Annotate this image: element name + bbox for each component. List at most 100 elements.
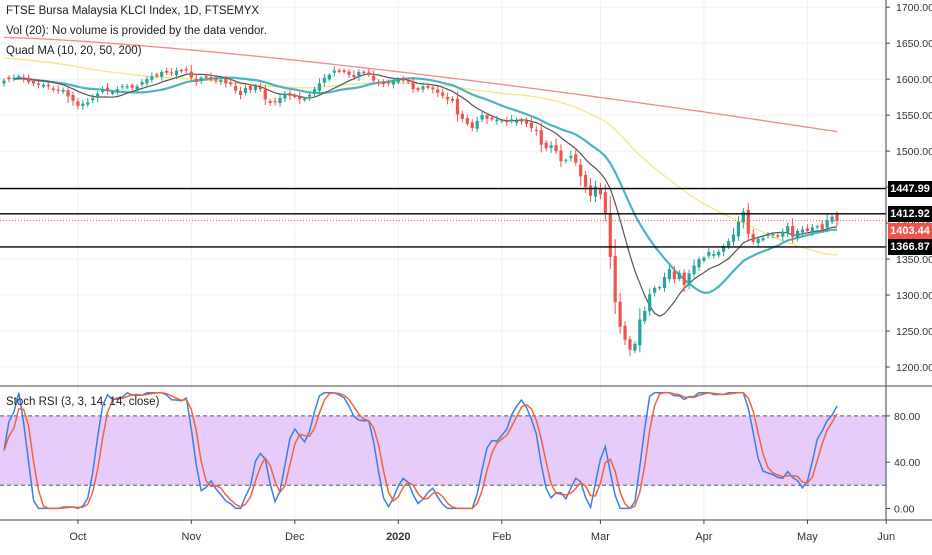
candle-body: [692, 265, 696, 275]
candle-body: [751, 234, 755, 242]
candle-body: [194, 78, 198, 83]
candle-body: [450, 98, 455, 101]
candle-body: [411, 81, 415, 90]
candle-body: [480, 115, 484, 120]
price-tick-label: 1600.00: [896, 74, 932, 86]
candle-body: [815, 225, 819, 228]
candle-body: [800, 229, 805, 233]
chart-title[interactable]: FTSE Bursa Malaysia KLCI Index, 1D, FTSE…: [6, 5, 260, 17]
candle-body: [303, 98, 307, 101]
candle-body: [416, 88, 420, 90]
candle-body: [682, 272, 686, 285]
candle-body: [608, 213, 612, 257]
candle-body: [603, 192, 607, 214]
candle-body: [268, 101, 272, 103]
candle-body: [722, 246, 726, 252]
candle-body: [337, 70, 341, 72]
candle-body: [529, 122, 534, 129]
candle-body: [41, 84, 46, 87]
level-tag-1447[interactable]: 1447.99: [888, 180, 932, 197]
candle-body: [86, 102, 90, 105]
candle-body: [643, 310, 647, 322]
candle-body: [593, 186, 598, 197]
stoch-rsi-legend[interactable]: Stoch RSI (3, 3, 14, 14, close): [6, 396, 160, 408]
candle-body: [731, 234, 736, 242]
candle-body: [588, 185, 593, 196]
candle-body: [441, 92, 445, 96]
candle-body: [574, 154, 578, 163]
candle-body: [372, 75, 376, 81]
candle-body: [120, 86, 124, 88]
candle-body: [258, 86, 262, 90]
volume-legend[interactable]: Vol (20): No volume is provided by the d…: [6, 25, 267, 37]
candle-body: [76, 101, 80, 106]
level-tag-1366[interactable]: 1366.87: [888, 238, 932, 255]
candle-body: [243, 87, 248, 93]
candle-body: [100, 89, 105, 92]
rsi-tick-label: 80.00: [894, 411, 920, 423]
candle-body: [539, 130, 543, 145]
candle-body: [431, 87, 435, 90]
candle-body: [515, 120, 519, 123]
candle-body: [179, 69, 184, 72]
candle-body: [702, 257, 706, 261]
candle-body: [174, 70, 179, 76]
candle-body: [825, 220, 829, 228]
time-tick-label: Dec: [285, 531, 305, 543]
candle-body: [248, 86, 253, 90]
candle-body: [786, 225, 790, 234]
candle-body: [352, 75, 356, 77]
candle-body: [579, 164, 583, 177]
candle-body: [500, 120, 504, 122]
rsi-band-fill: [0, 415, 886, 486]
candle-body: [332, 70, 336, 73]
candle-body: [406, 81, 410, 83]
candle-body: [687, 273, 691, 286]
candle-body: [746, 209, 750, 234]
candle-body: [125, 86, 129, 88]
candle-body: [534, 129, 538, 131]
candle-body: [795, 231, 800, 238]
candle-body: [169, 72, 174, 74]
time-tick-label: Oct: [69, 531, 86, 543]
candle-body: [707, 251, 711, 256]
candle-body: [791, 225, 795, 237]
candle-body: [7, 77, 11, 80]
candle-body: [312, 89, 317, 94]
candle-body: [283, 93, 287, 99]
candle-body: [307, 94, 312, 97]
candle-body: [436, 89, 440, 93]
ma10-line: [13, 73, 838, 317]
candle-body: [771, 233, 775, 236]
candle-body: [391, 80, 395, 85]
candle-body: [288, 93, 292, 96]
level-tag-1412[interactable]: 1412.92: [888, 205, 932, 222]
candle-body: [485, 115, 489, 119]
candle-body: [165, 70, 169, 73]
candle-body: [253, 86, 257, 91]
candle-body: [17, 76, 21, 78]
candle-body: [544, 142, 548, 149]
current-price-tag[interactable]: 1403.44: [888, 222, 932, 239]
candle-body: [22, 77, 26, 80]
candle-body: [756, 238, 760, 243]
candle-body: [810, 227, 814, 233]
price-tick-label: 1200.00: [896, 362, 932, 374]
candle-body: [2, 80, 6, 84]
candle-body: [46, 84, 50, 87]
candle-body: [381, 81, 386, 85]
candle-body: [214, 78, 218, 81]
stoch-rsi-lines: [3, 391, 838, 510]
candle-body: [717, 251, 721, 256]
candle-body: [362, 71, 366, 74]
ma20-line: [13, 76, 837, 295]
time-tick-label: 2020: [386, 531, 410, 543]
quad-ma-legend[interactable]: Quad MA (10, 20, 50, 200): [6, 45, 142, 57]
candle-body: [460, 113, 464, 119]
candle-body: [638, 319, 642, 346]
candle-body: [776, 235, 780, 237]
candle-body: [633, 343, 637, 351]
candle-body: [396, 79, 400, 83]
